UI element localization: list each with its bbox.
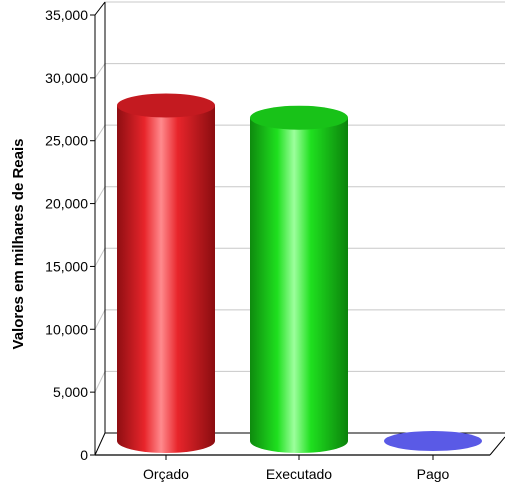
x-axis-ticks: Orçado Executado Pago — [143, 455, 450, 482]
y-tick-label: 5,000 — [53, 384, 88, 400]
bar-top — [250, 105, 348, 130]
y-tick-label: 15,000 — [45, 258, 88, 274]
gridline-side — [94, 124, 106, 141]
x-tick-label: Pago — [417, 466, 450, 482]
bar-pago — [384, 431, 482, 451]
floor-right-edge — [489, 436, 505, 456]
y-tick-label: 0 — [80, 447, 88, 463]
floor-left-edge — [94, 432, 106, 456]
x-tick-label: Executado — [266, 466, 332, 482]
gridline-side — [94, 186, 106, 204]
gridline-side — [94, 63, 106, 79]
bar-body — [117, 105, 215, 453]
bars — [117, 93, 482, 453]
side-wall-top — [94, 1, 106, 16]
y-tick-label: 20,000 — [45, 196, 88, 212]
gridline-side — [94, 248, 106, 267]
bar-top — [117, 93, 215, 118]
y-axis-label: Valores em milhares de Reais — [10, 139, 27, 350]
gridline-side — [94, 309, 106, 330]
y-tick-label: 35,000 — [45, 7, 88, 23]
bar-top — [384, 431, 482, 451]
bar-executado — [250, 105, 348, 453]
gridline-side — [94, 371, 106, 393]
y-tick-label: 30,000 — [45, 70, 88, 86]
bar-body — [250, 117, 348, 453]
y-axis-ticks: 0 5,000 10,000 15,000 20,000 25,000 30,000 35,0… — [45, 7, 95, 463]
bar-orçado — [117, 93, 215, 453]
y-tick-label: 10,000 — [45, 321, 88, 337]
x-tick-label: Orçado — [143, 466, 189, 482]
y-tick-label: 25,000 — [45, 133, 88, 149]
